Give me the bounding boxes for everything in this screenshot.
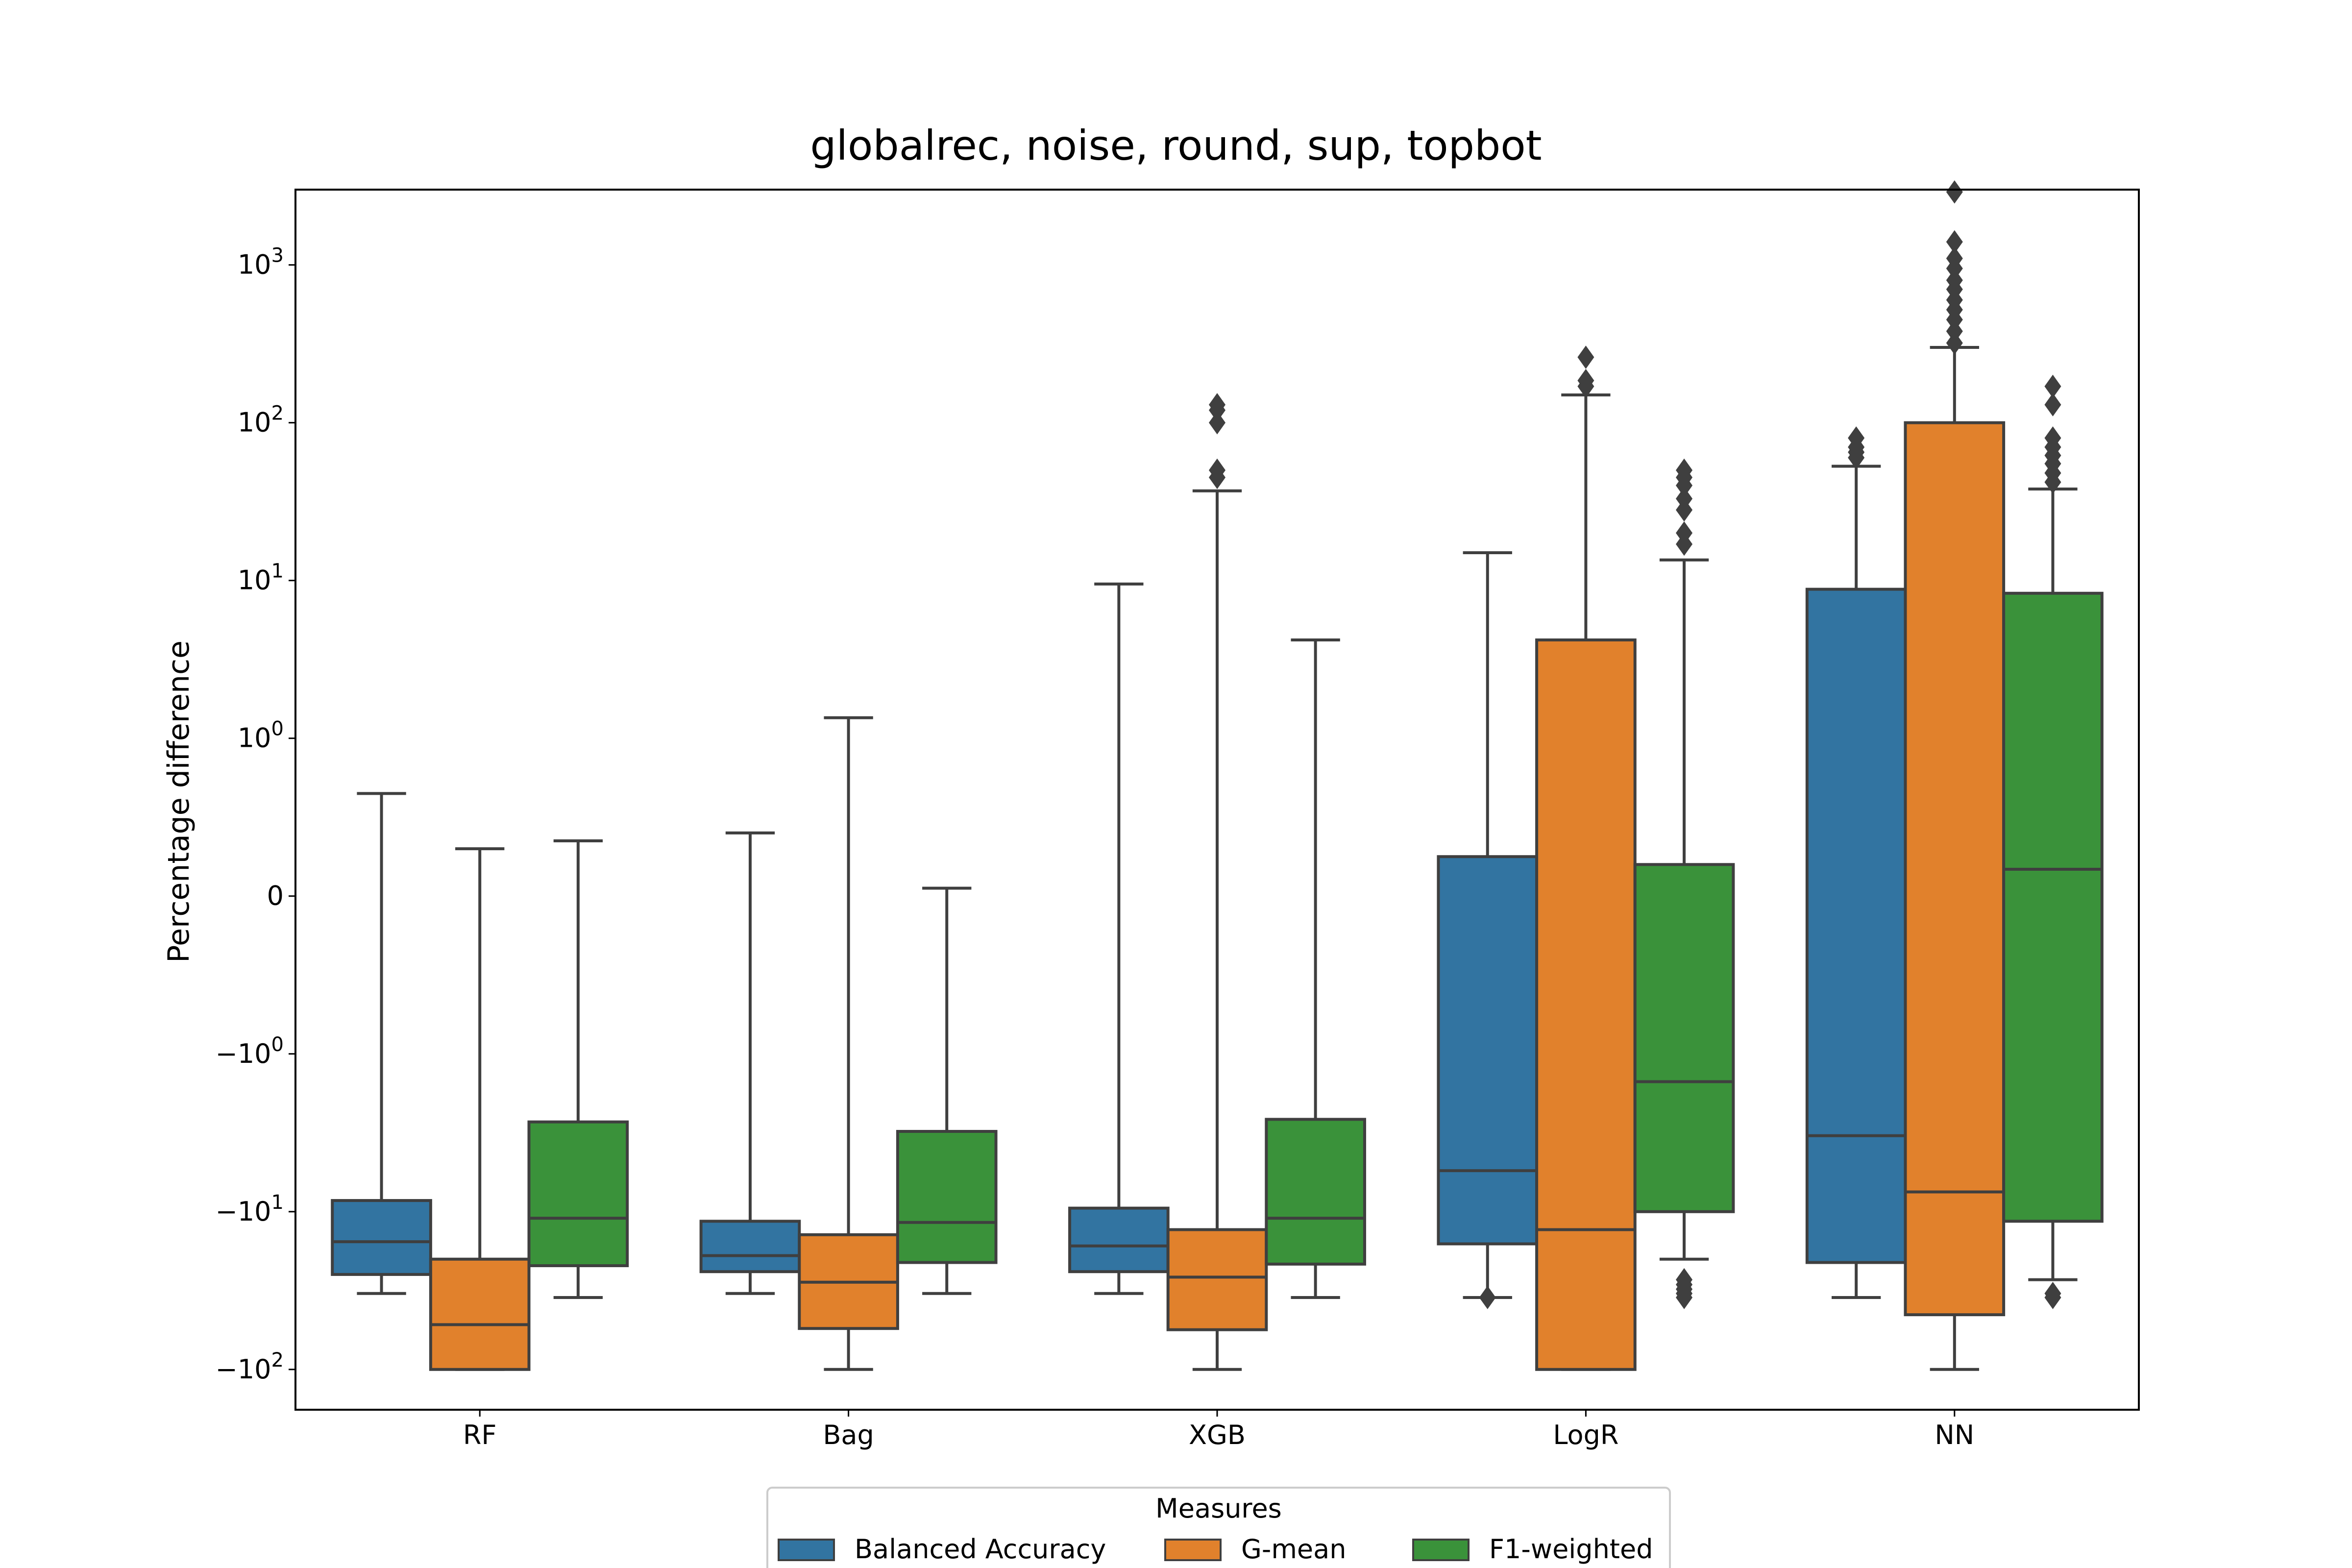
y-tick-label: −102 — [216, 1349, 284, 1385]
outlier-point — [2044, 393, 2061, 416]
plot-area-frame — [294, 189, 2140, 1411]
box-body — [429, 1257, 531, 1371]
box-body — [699, 1220, 801, 1274]
legend-title: Measures — [1155, 1493, 1282, 1524]
legend-items: Balanced Accuracy G-mean F1-weighted — [778, 1534, 1653, 1565]
y-tick-label: 102 — [238, 402, 284, 438]
y-tick-label: 103 — [238, 245, 284, 280]
outlier-point — [1479, 1286, 1496, 1309]
outlier-point — [2044, 374, 2061, 398]
outlier-point — [1209, 411, 1225, 435]
x-tick-label: LogR — [1553, 1420, 1618, 1450]
box-body — [1805, 588, 1907, 1264]
outlier-point — [1676, 1286, 1693, 1309]
box-g-mean-rf — [429, 847, 531, 1371]
y-tick-label: 101 — [238, 560, 284, 596]
box-g-mean-logr — [1535, 345, 1637, 1371]
box-f1-weighted-bag — [896, 886, 998, 1295]
legend: Measures Balanced Accuracy G-mean F1-weigh… — [766, 1487, 1671, 1568]
chart-title: globalrec, noise, round, sup, topbot — [810, 122, 1542, 170]
outlier-point — [1577, 345, 1594, 369]
box-balanced-accuracy-xgb — [1068, 582, 1170, 1295]
y-tick-base: 10 — [238, 407, 271, 438]
box-g-mean-nn — [1904, 180, 2006, 1371]
y-tick-exponent: 2 — [271, 402, 284, 425]
outlier-point — [1946, 246, 1963, 270]
x-tick-label: NN — [1935, 1420, 1974, 1450]
y-axis-label: Percentage difference — [162, 640, 196, 963]
outlier-point — [1676, 458, 1693, 482]
box-f1-weighted-logr — [1633, 458, 1735, 1309]
y-tick-label: 100 — [238, 718, 284, 754]
box-f1-weighted-nn — [2002, 374, 2104, 1309]
box-body — [1633, 863, 1735, 1213]
box-f1-weighted-rf — [527, 839, 629, 1299]
x-axis-ticks: RF Bag XGB LogR NN — [463, 1410, 1974, 1450]
y-tick-exponent: 0 — [271, 1033, 284, 1056]
y-tick-exponent: 0 — [271, 718, 284, 740]
y-tick-label: 0 — [267, 881, 284, 911]
y-tick-base: −10 — [216, 1196, 271, 1227]
legend-swatch — [778, 1539, 835, 1561]
box-body — [896, 1129, 998, 1264]
box-body — [1265, 1118, 1366, 1266]
outlier-point — [1946, 269, 1963, 292]
y-tick-base: −10 — [216, 1354, 271, 1385]
box-body — [527, 1120, 629, 1268]
box-body — [1535, 638, 1637, 1371]
y-tick-base: 10 — [238, 249, 271, 280]
x-tick-label: XGB — [1189, 1420, 1246, 1450]
box-body — [1068, 1206, 1170, 1274]
box-g-mean-bag — [798, 716, 899, 1371]
legend-label: G-mean — [1241, 1534, 1346, 1565]
outlier-point — [1946, 180, 1963, 204]
x-tick-label: RF — [463, 1420, 497, 1450]
y-tick-base: −10 — [216, 1038, 271, 1069]
x-tick-label: Bag — [823, 1420, 874, 1450]
y-tick-exponent: 1 — [271, 1191, 284, 1214]
box-body — [2002, 591, 2104, 1223]
box-balanced-accuracy-bag — [699, 831, 801, 1295]
outlier-point — [1676, 487, 1693, 511]
outlier-point — [2044, 1286, 2061, 1309]
legend-swatch — [1412, 1539, 1470, 1561]
outlier-point — [2044, 426, 2061, 450]
y-tick-exponent: 3 — [271, 245, 284, 267]
box-body — [1437, 855, 1539, 1246]
y-tick-base: 10 — [238, 723, 271, 754]
legend-label: F1-weighted — [1489, 1534, 1653, 1565]
outlier-point — [1209, 393, 1225, 416]
outlier-point — [1676, 521, 1693, 545]
outlier-point — [1946, 331, 1963, 355]
box-f1-weighted-xgb — [1265, 638, 1366, 1299]
outlier-point — [1209, 458, 1225, 482]
legend-label: Balanced Accuracy — [855, 1534, 1106, 1565]
box-body — [1904, 421, 2006, 1317]
box-body — [1166, 1228, 1268, 1331]
outlier-point — [1946, 230, 1963, 254]
box-balanced-accuracy-logr — [1437, 551, 1539, 1309]
y-tick-base: 10 — [238, 565, 271, 596]
y-tick-exponent: 2 — [271, 1349, 284, 1372]
legend-swatch — [1164, 1539, 1222, 1561]
boxplots — [331, 180, 2104, 1371]
box-body — [331, 1199, 432, 1276]
y-tick-label: −101 — [216, 1191, 284, 1227]
box-g-mean-xgb — [1166, 393, 1268, 1371]
outlier-point — [1848, 426, 1865, 450]
y-tick-exponent: 1 — [271, 560, 284, 583]
y-tick-label: −100 — [216, 1033, 284, 1069]
outlier-point — [1577, 368, 1594, 392]
box-balanced-accuracy-rf — [331, 792, 432, 1295]
